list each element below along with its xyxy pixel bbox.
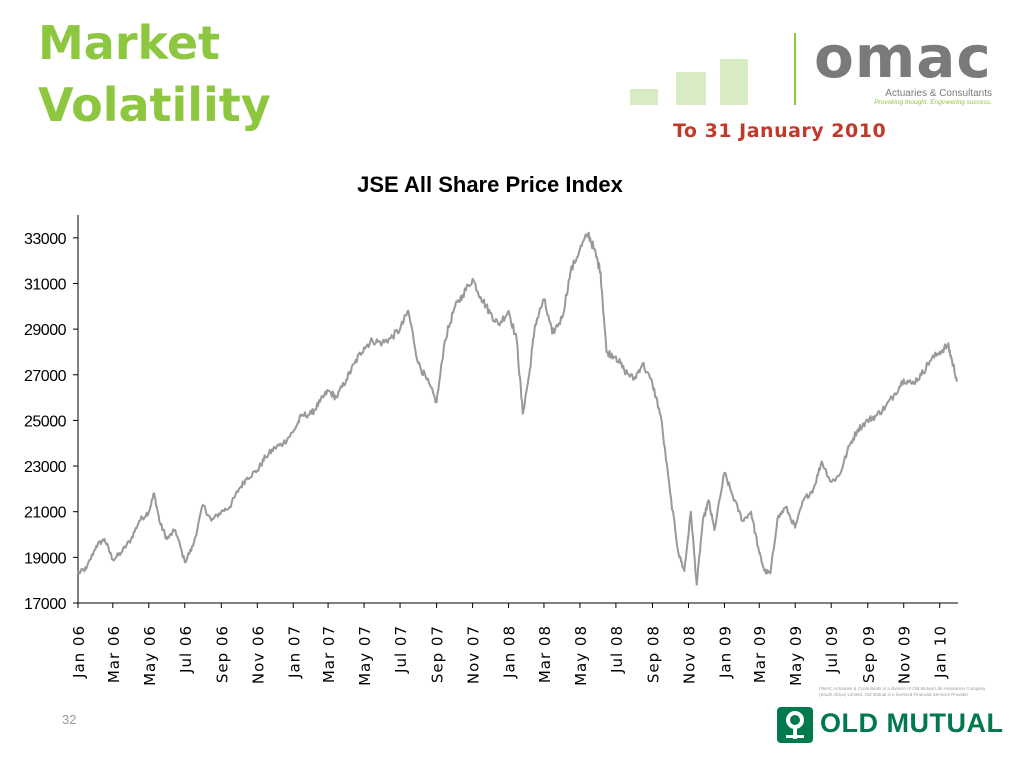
x-tick-label: Jan 09 <box>716 625 734 679</box>
logo-bar-3 <box>720 59 748 105</box>
x-tick-label: May 07 <box>356 625 374 686</box>
x-tick-label: Nov 08 <box>680 625 698 684</box>
x-tick-label: Sep 07 <box>429 625 447 683</box>
chart-svg: JSE All Share Price Index 17000 19000 21000… <box>24 172 959 686</box>
y-tick-label: 21000 <box>24 505 67 522</box>
y-tick-label: 33000 <box>24 231 67 248</box>
omac-tagline-secondary: Provoking thought. Engineering success. <box>874 99 992 106</box>
y-tick-label: 31000 <box>24 276 67 293</box>
x-tick-label: Jul 07 <box>392 625 410 674</box>
logo-divider <box>794 33 796 105</box>
x-tick-label: Nov 06 <box>249 625 267 684</box>
x-tick-label: Jan 07 <box>285 625 303 679</box>
x-tick-label: May 06 <box>141 625 159 686</box>
chart-layer: JSE All Share Price Index 17000 19000 21000… <box>24 172 959 686</box>
x-tick-label: Jul 06 <box>177 625 195 674</box>
x-tick-label: Jul 09 <box>823 625 841 674</box>
x-tick-label: Sep 08 <box>644 625 662 683</box>
omac-logo-word: omac <box>814 23 992 91</box>
jse-index-series-line <box>77 231 959 586</box>
x-tick-label: Nov 07 <box>465 625 483 684</box>
y-tick-label: 17000 <box>24 596 67 613</box>
disclaimer-text: OMAC Actuaries & Consultants is a divisi… <box>819 686 986 697</box>
chart-title: JSE All Share Price Index <box>357 172 624 197</box>
date-subtitle: To 31 January 2010 <box>673 120 887 142</box>
omac-tagline: Actuaries & Consultants <box>885 88 992 99</box>
y-tick-label: 23000 <box>24 459 67 476</box>
y-tick-label: 27000 <box>24 368 67 385</box>
x-tick-label: Jul 08 <box>608 625 626 674</box>
x-tick-label: Sep 06 <box>213 625 231 683</box>
slide-title: Market Volatility <box>38 16 271 132</box>
x-tick-label: Sep 09 <box>860 625 878 683</box>
y-tick-label: 19000 <box>24 550 67 567</box>
x-tick-label: Mar 07 <box>320 625 338 683</box>
x-tick-label: May 08 <box>572 625 590 686</box>
old-mutual-logo-text: OLD MUTUAL <box>820 708 1004 738</box>
old-mutual-tree-icon <box>777 707 813 743</box>
x-tick-label: Jan 10 <box>932 625 950 679</box>
x-tick-label: May 09 <box>787 625 805 686</box>
x-tick-label: Mar 09 <box>751 625 769 683</box>
logo-bar-1 <box>630 89 658 105</box>
x-tick-label: Nov 09 <box>896 625 914 684</box>
logo-bar-2 <box>676 72 706 105</box>
y-tick-label: 25000 <box>24 413 67 430</box>
page-number: 32 <box>62 712 77 727</box>
x-tick-label: Jan 08 <box>501 625 519 679</box>
y-tick-label: 29000 <box>24 322 67 339</box>
x-tick-label: Jan 06 <box>70 625 88 679</box>
x-tick-label: Mar 06 <box>105 625 123 683</box>
x-tick-label: Mar 08 <box>536 625 554 683</box>
